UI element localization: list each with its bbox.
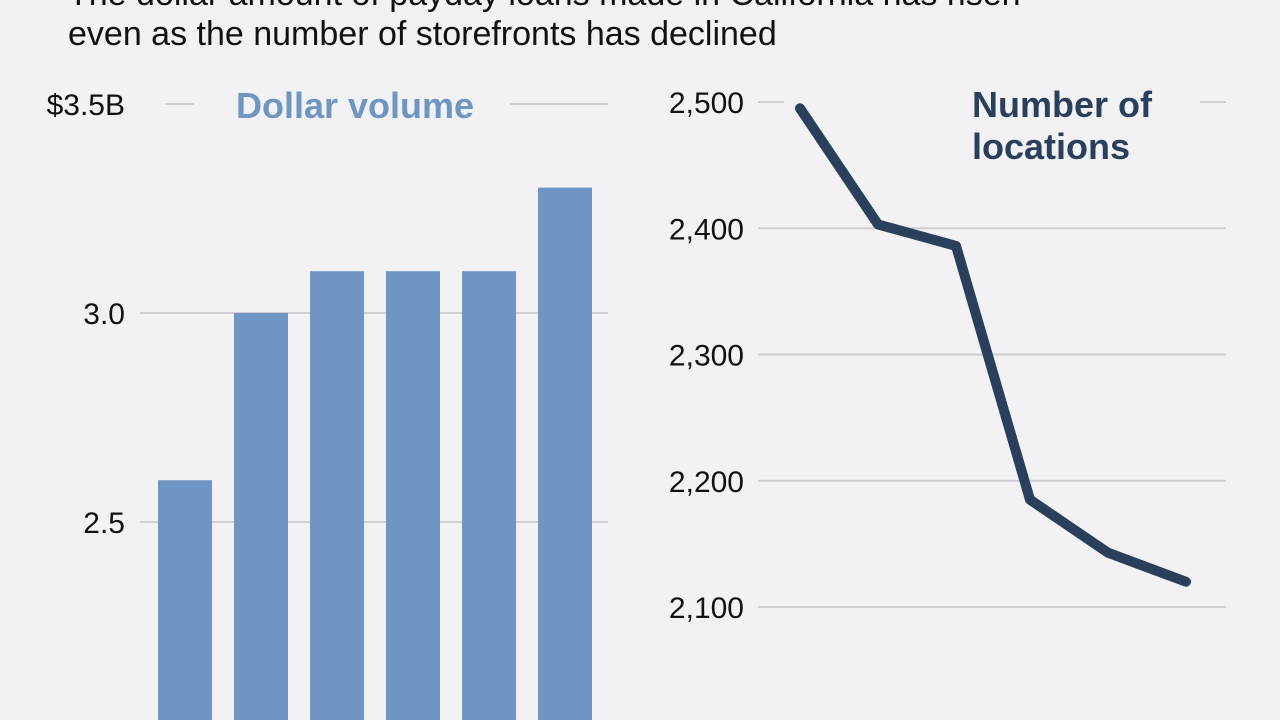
line-y-tick-label: 2,200 xyxy=(669,466,744,499)
line-y-tick-label: 2,300 xyxy=(669,340,744,373)
bar xyxy=(234,313,288,720)
bar-y-tick-label: 2.5 xyxy=(83,507,125,540)
bar xyxy=(462,271,516,720)
bar-y-tick-label: 3.0 xyxy=(83,298,125,331)
line-y-tick-label: 2,100 xyxy=(669,592,744,625)
dollar-volume-bar-chart: $3.5B 3.0 2.5 Dollar volume xyxy=(47,85,608,720)
bar xyxy=(310,271,364,720)
subtitle-line-2: even as the number of storefronts has de… xyxy=(68,15,777,53)
line-title-line: locations xyxy=(972,126,1130,167)
bar-y-tick-label: $3.5B xyxy=(47,89,125,122)
subtitle-line-1: The dollar amount of payday loans made i… xyxy=(68,0,1268,14)
bar xyxy=(386,271,440,720)
bar xyxy=(158,480,212,720)
line-y-tick-label: 2,500 xyxy=(669,87,744,120)
number-of-locations-line-chart: 2,500 2,400 2,300 2,200 2,100 Number oflocat… xyxy=(669,84,1226,625)
chart-subtitle: The dollar amount of payday loans made i… xyxy=(68,0,1268,54)
line-y-tick-label: 2,400 xyxy=(669,213,744,246)
bar-chart-title: Dollar volume xyxy=(236,85,474,126)
locations-line xyxy=(795,103,1191,587)
line-title-line: Number of xyxy=(972,84,1153,125)
bar xyxy=(538,187,592,720)
